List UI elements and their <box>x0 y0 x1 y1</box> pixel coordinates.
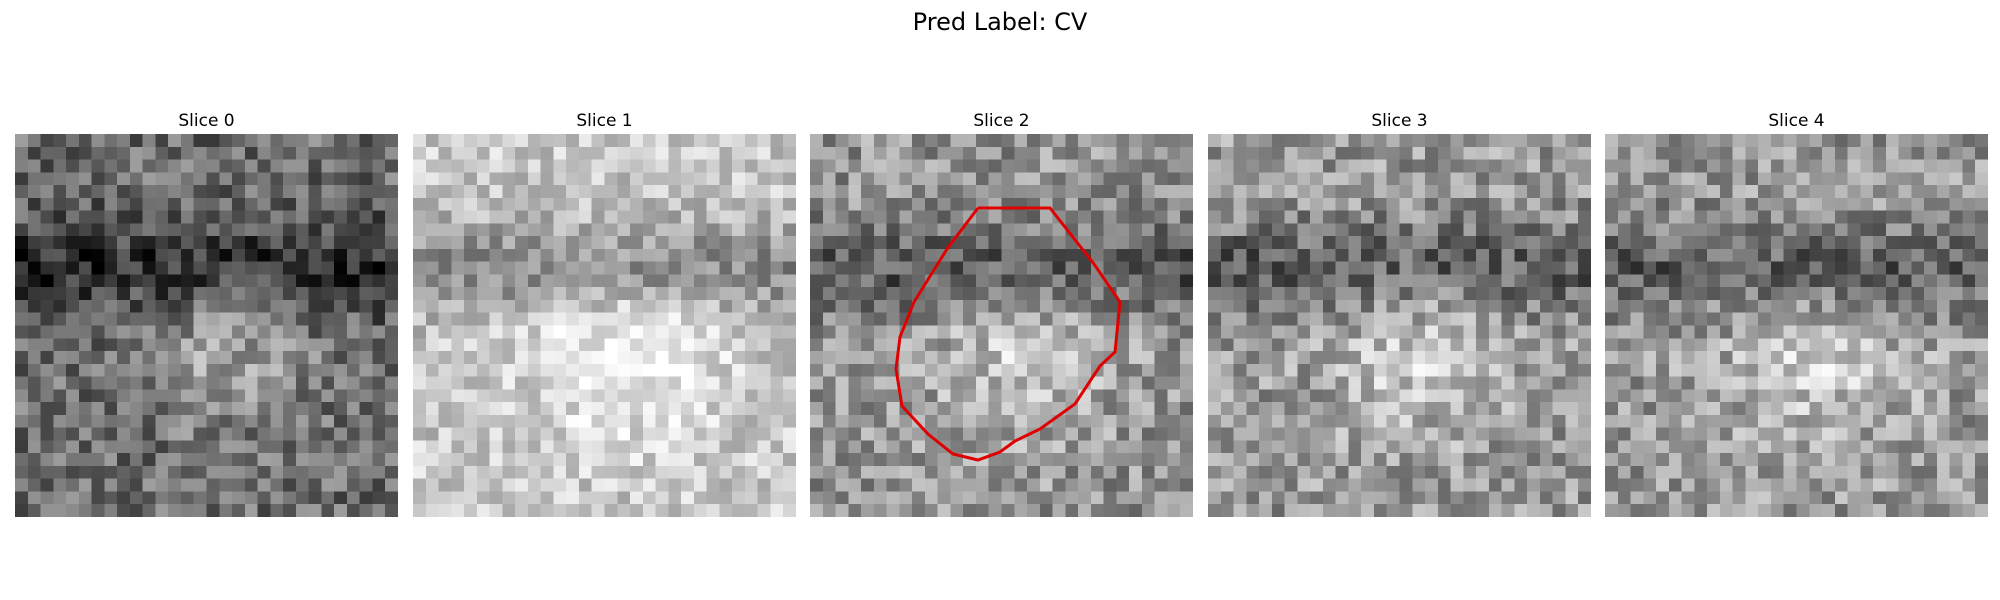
slice-image <box>15 134 398 517</box>
slice-title: Slice 4 <box>1768 111 1825 131</box>
slice-panel-3: Slice 3 <box>1208 110 1591 517</box>
slice-panel-0: Slice 0 <box>15 110 398 517</box>
slice-panel-1: Slice 1 <box>413 110 796 517</box>
figure-title: Pred Label: CV <box>912 8 1088 36</box>
slice-panel-2: Slice 2 <box>810 110 1193 517</box>
slice-image <box>413 134 796 517</box>
slice-title: Slice 3 <box>1371 111 1428 131</box>
slice-title: Slice 0 <box>178 111 235 131</box>
slice-title: Slice 1 <box>576 111 633 131</box>
slice-image <box>1605 134 1988 517</box>
slice-title: Slice 2 <box>973 111 1030 131</box>
slice-panel-4: Slice 4 <box>1605 110 1988 517</box>
slice-image <box>1208 134 1591 517</box>
slice-image <box>810 134 1193 517</box>
